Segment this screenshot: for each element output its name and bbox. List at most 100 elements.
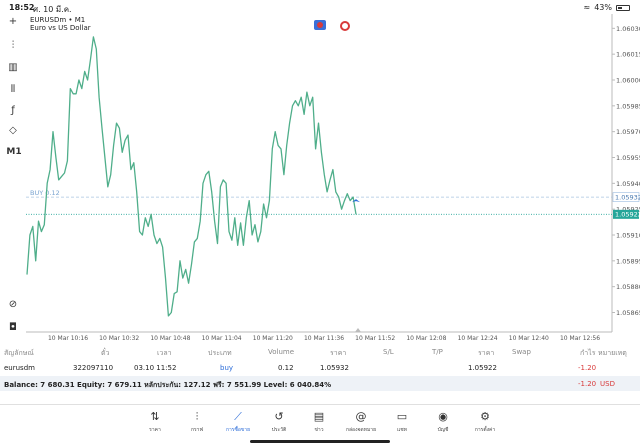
wifi-icon: ≈ (583, 3, 591, 12)
battery-icon (616, 4, 630, 11)
col-type: ประเภท (208, 349, 232, 357)
y-tick-label: 1.05985 (616, 102, 640, 110)
x-tick-label: 10 Mar 11:20 (253, 335, 293, 342)
total-profit: -1.20 (578, 380, 597, 388)
nav-label: บัญชี (437, 427, 449, 433)
orders-header: สัญลักษณ์ ตั๋ว เวลา ประเภท Volume ราคา S… (0, 345, 640, 359)
order-profit: -1.20 (578, 364, 597, 372)
y-tick-label: 1.06015 (616, 51, 640, 59)
nav-quotes[interactable]: ⇅ ราคา (138, 410, 172, 434)
chart-description: Euro vs US Dollar (30, 24, 91, 32)
nav-chat[interactable]: ▭ แชท (385, 410, 419, 434)
x-tick-label: 10 Mar 10:16 (48, 335, 88, 342)
y-tick-label: 1.05895 (616, 257, 640, 265)
order-time: 03.10 11:52 (134, 364, 177, 372)
nav-trade[interactable]: ⟋ การซื้อขาย (221, 410, 255, 434)
buy-arrow-icon (352, 199, 360, 203)
buy-price-tag: 1.05932 (615, 193, 640, 201)
nav-mailbox[interactable]: @ กล่องจดหมาย (344, 410, 378, 434)
chart-toolbar: + ⫶ ▥ ⫴ ƒ ◇ M1 ⊘ ◘ (0, 14, 26, 334)
quotes-icon: ⇅ (150, 410, 160, 423)
nav-label: กล่องจดหมาย (345, 427, 377, 433)
scroll-marker-icon (355, 328, 361, 332)
status-date: ศ. 10 มี.ค. (33, 5, 72, 14)
buy-label: BUY 0.12 (30, 189, 60, 197)
home-indicator[interactable] (250, 440, 390, 443)
status-right: ≈ 43% (584, 3, 630, 12)
settings-icon: ⚙ (480, 410, 490, 423)
crosshair-icon[interactable]: + (8, 15, 18, 27)
order-volume: 0.12 (278, 364, 294, 372)
indicators-icon[interactable]: ⫴ (10, 83, 16, 95)
chart-symbol: EURUSDm • M1 (30, 16, 86, 24)
col-profit: กำไร (580, 349, 596, 357)
battery-percent: 43% (594, 3, 612, 12)
col-price: ราคา (330, 349, 347, 357)
terminal-icon[interactable]: ◘ (9, 321, 17, 333)
nav-settings[interactable]: ⚙ การตั้งค่า (468, 410, 502, 434)
function-icon[interactable]: ƒ (11, 104, 15, 116)
x-tick-label: 10 Mar 11:04 (202, 335, 242, 342)
nav-label: กราฟ (190, 427, 204, 433)
history-icon: ↺ (274, 410, 284, 423)
x-tick-label: 10 Mar 12:56 (560, 335, 600, 342)
col-ticket: ตั๋ว (101, 349, 110, 357)
nav-label: ประวัติ (271, 427, 287, 433)
nav-account[interactable]: ◉ บัญชี (426, 410, 460, 434)
x-tick-label: 10 Mar 10:32 (99, 335, 139, 342)
account-icon: ◉ (438, 410, 448, 423)
x-tick-label: 10 Mar 11:36 (304, 335, 344, 342)
balance-row: Balance: 7 680.31 Equity: 7 679.11 หลักป… (0, 376, 640, 391)
x-tick-label: 10 Mar 12:08 (406, 335, 446, 342)
nav-label: ราคา (149, 427, 161, 433)
nav-news[interactable]: ▤ ข่าว (302, 410, 336, 434)
order-current-price: 1.05922 (468, 364, 497, 372)
table-row[interactable]: eurusdm 322097110 03.10 11:52 buy 0.12 1… (0, 361, 640, 375)
col-time: เวลา (157, 349, 172, 357)
x-tick-label: 10 Mar 12:40 (509, 335, 549, 342)
y-tick-label: 1.05970 (616, 128, 640, 136)
price-chart[interactable]: 1.06030 1.06015 1.06000 1.05985 1.05970 1.059… (26, 14, 640, 344)
bid-price-tag: 1.05922 (615, 211, 640, 219)
objects-icon[interactable]: ◇ (9, 124, 17, 136)
nav-label: แชท (397, 427, 407, 433)
nav-label: ข่าว (314, 427, 324, 433)
bars-icon[interactable]: ▥ (8, 61, 18, 73)
col-sl: S/L (383, 348, 394, 356)
y-tick-label: 1.05880 (616, 283, 640, 291)
candles-icon[interactable]: ⫶ (11, 39, 15, 51)
chat-icon: ▭ (396, 410, 408, 423)
balance-summary: Balance: 7 680.31 Equity: 7 679.11 หลักป… (4, 381, 332, 389)
bottom-nav: ⇅ ราคา ⫶ กราฟ ⟋ การซื้อขาย ↺ ประวัติ ▤ ข… (0, 404, 640, 447)
y-tick-label: 1.06030 (616, 25, 640, 33)
col-tp: T/P (432, 348, 443, 356)
flag-icon[interactable] (314, 20, 326, 30)
timeframe-button[interactable]: M1 (6, 147, 22, 157)
mailbox-icon: @ (355, 410, 367, 423)
x-tick-label: 10 Mar 12:24 (458, 335, 498, 342)
nav-label: การตั้งค่า (474, 427, 496, 433)
y-tick-label: 1.05940 (616, 180, 640, 188)
nav-label: การซื้อขาย (225, 427, 251, 433)
one-click-icon[interactable] (340, 21, 350, 31)
chart-canvas[interactable]: 1.06030 1.06015 1.06000 1.05985 1.05970 1.059… (26, 14, 640, 344)
nav-chart[interactable]: ⫶ กราฟ (180, 410, 214, 434)
nav-history[interactable]: ↺ ประวัติ (262, 410, 296, 434)
y-tick-label: 1.06000 (616, 77, 640, 85)
bid-price-tag-box (613, 209, 639, 219)
y-tick-label: 1.05925 (616, 206, 640, 214)
status-bar: 18:52 ศ. 10 มี.ค. ≈ 43% (0, 0, 640, 14)
status-time: 18:52 (9, 3, 35, 12)
col-volume: Volume (268, 348, 295, 356)
x-tick-label: 10 Mar 11:52 (355, 335, 395, 342)
order-type: buy (220, 364, 234, 372)
news-icon: ▤ (313, 410, 325, 423)
col-symbol: สัญลักษณ์ (4, 349, 34, 357)
series-line (26, 36, 357, 317)
order-price: 1.05932 (320, 364, 349, 372)
x-tick-label: 10 Mar 10:48 (150, 335, 190, 342)
trade-icon: ⟋ (234, 410, 242, 423)
col-comment: หมายเหตุ (598, 349, 627, 357)
col-swap: Swap (512, 348, 531, 356)
zoom-icon[interactable]: ⊘ (8, 298, 18, 310)
